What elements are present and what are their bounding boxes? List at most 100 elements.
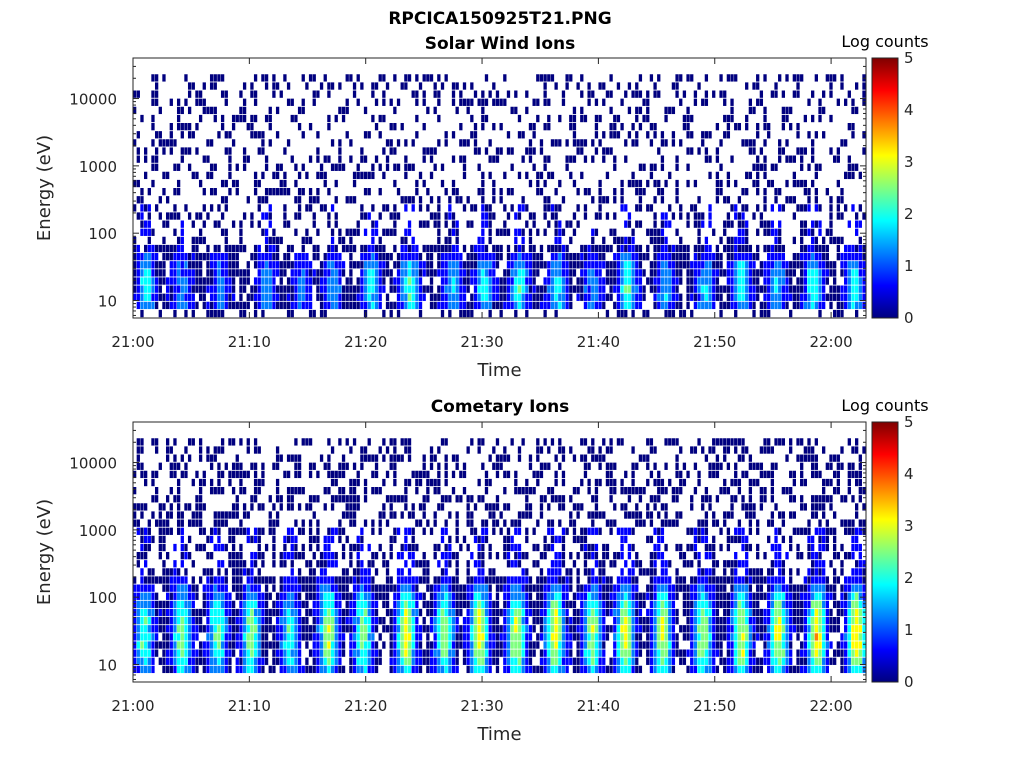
heatmap-cell: [308, 74, 313, 82]
heatmap-cell: [763, 293, 767, 301]
heatmap-cell: [154, 253, 159, 261]
heatmap-cell: [752, 82, 756, 90]
heatmap-cell: [283, 543, 287, 552]
heatmap-cell: [517, 543, 522, 552]
heatmap-cell: [437, 446, 441, 454]
heatmap-cell: [565, 155, 569, 163]
heatmap-cell: [613, 163, 617, 171]
heatmap-cell: [818, 163, 822, 171]
heatmap-cell: [407, 261, 412, 269]
heatmap-cell: [195, 617, 199, 625]
heatmap-cell: [352, 261, 357, 269]
heatmap-cell: [224, 285, 228, 293]
heatmap-cell: [404, 641, 408, 649]
heatmap-cell: [400, 641, 404, 649]
heatmap-cell: [660, 253, 665, 261]
heatmap-cell: [807, 163, 811, 171]
heatmap-cell: [371, 253, 375, 261]
heatmap-cell: [462, 649, 467, 657]
heatmap-cell: [514, 560, 518, 568]
heatmap-cell: [682, 244, 687, 253]
heatmap-cell: [429, 285, 434, 293]
heatmap-cell: [133, 657, 137, 665]
heatmap-cell: [756, 285, 760, 293]
heatmap-cell: [154, 617, 159, 625]
heatmap-cell: [253, 608, 258, 617]
heatmap-cell: [851, 269, 855, 277]
heatmap-cell: [136, 155, 140, 163]
heatmap-cell: [726, 285, 731, 293]
heatmap-cell: [796, 301, 800, 310]
heatmap-cell: [594, 131, 599, 139]
heatmap-cell: [484, 277, 489, 285]
heatmap-cell: [327, 82, 331, 90]
heatmap-cell: [664, 301, 668, 310]
heatmap-cell: [539, 633, 544, 641]
heatmap-cell: [151, 244, 155, 253]
heatmap-cell: [371, 277, 375, 285]
heatmap-cell: [235, 641, 239, 649]
heatmap-cell: [275, 253, 280, 261]
heatmap-cell: [528, 633, 533, 641]
heatmap-cell: [213, 301, 217, 310]
heatmap-cell: [294, 470, 298, 479]
heatmap-cell: [437, 139, 441, 147]
heatmap-cell: [844, 171, 848, 180]
heatmap-cell: [213, 584, 217, 592]
heatmap-cell: [242, 269, 247, 277]
heatmap-cell: [422, 123, 426, 131]
heatmap-cell: [440, 641, 445, 649]
heatmap-cell: [829, 301, 833, 310]
heatmap-cell: [257, 641, 261, 649]
heatmap-cell: [682, 309, 687, 318]
heatmap-cell: [583, 261, 588, 269]
heatmap-cell: [627, 220, 632, 228]
heatmap-cell: [525, 649, 529, 657]
heatmap-cell: [459, 269, 463, 277]
heatmap-cell: [382, 277, 386, 285]
heatmap-cell: [389, 552, 393, 560]
heatmap-cell: [330, 236, 335, 245]
heatmap-cell: [433, 293, 437, 301]
heatmap-cell: [173, 244, 177, 253]
heatmap-cell: [283, 584, 287, 592]
heatmap-cell: [521, 487, 525, 495]
heatmap-cell: [363, 519, 368, 527]
heatmap-cell: [426, 519, 430, 527]
heatmap-cell: [268, 244, 272, 253]
heatmap-cell: [327, 285, 331, 293]
heatmap-cell: [275, 608, 280, 617]
heatmap-cell: [429, 155, 434, 163]
heatmap-cell: [470, 584, 474, 592]
heatmap-cell: [341, 285, 346, 293]
heatmap-cell: [144, 608, 148, 617]
heatmap-cell: [323, 179, 327, 188]
heatmap-cell: [393, 495, 397, 503]
heatmap-cell: [426, 625, 430, 633]
heatmap-cell: [253, 470, 258, 479]
plot-area[interactable]: [132, 57, 867, 319]
heatmap-cell: [136, 617, 140, 625]
heatmap-cell: [396, 188, 401, 196]
heatmap-cell: [279, 301, 283, 310]
heatmap-cell: [547, 204, 551, 212]
heatmap-cell: [466, 665, 470, 674]
heatmap-cell: [144, 503, 148, 511]
heatmap-cell: [536, 600, 540, 609]
heatmap-cell: [503, 74, 507, 82]
heatmap-cell: [624, 301, 628, 310]
heatmap-cell: [745, 277, 749, 285]
heatmap-cell: [554, 293, 558, 301]
heatmap-cell: [741, 277, 745, 285]
heatmap-cell: [418, 576, 423, 584]
heatmap-cell: [426, 568, 430, 576]
heatmap-cell: [169, 147, 173, 155]
heatmap-cell: [697, 253, 701, 261]
heatmap-cell: [360, 625, 364, 633]
heatmap-cell: [330, 139, 335, 147]
heatmap-cell: [767, 220, 771, 228]
heatmap-cell: [297, 503, 302, 511]
heatmap-cell: [807, 204, 811, 212]
heatmap-cell: [360, 617, 364, 625]
heatmap-cell: [426, 633, 430, 641]
